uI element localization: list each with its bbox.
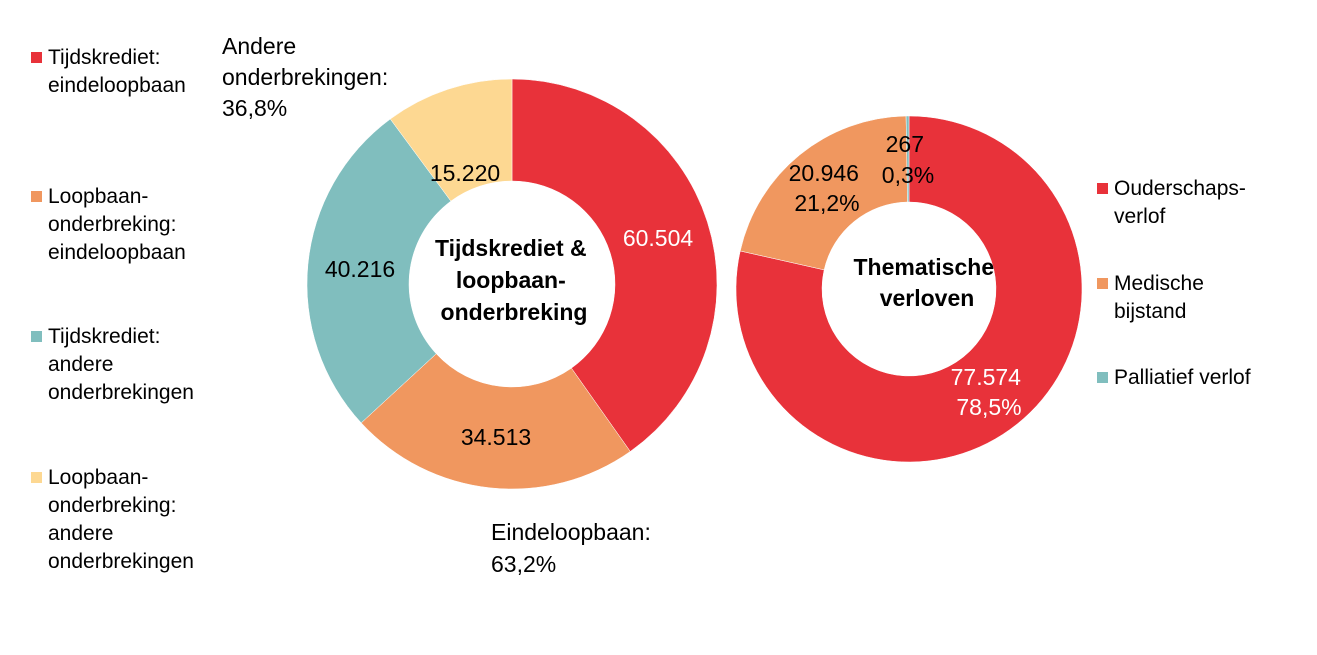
legend-item-loopbaan-andere: Loopbaan-onderbreking: andere onderbreking… xyxy=(31,466,194,573)
legend-swatch xyxy=(1097,183,1108,194)
slice-label-loopbaan-eindeloopbaan: 34.513 xyxy=(461,424,531,450)
legend-swatch xyxy=(31,472,42,483)
slice-label-tijdskrediet-eindeloopbaan: 60.504 xyxy=(623,225,694,251)
donut-2-title: Thematische verloven xyxy=(854,254,1001,311)
annotation-andere-onderbrekingen: Andere onderbrekingen: 36,8% xyxy=(222,33,395,121)
legend-swatch xyxy=(31,52,42,63)
donut-slice-loopbaan-onderbreking-eindeloopbaan xyxy=(360,353,631,490)
legend-right: Ouderschaps-verlof Medische bijstand Pall… xyxy=(1097,177,1251,389)
donut-1-title: Tijdskrediet & loopbaan- onderbreking xyxy=(435,235,593,325)
donut-slice-palliatief-verlof xyxy=(905,115,910,203)
legend-swatch xyxy=(31,191,42,202)
legend-item-medische-bijstand: Medische bijstand xyxy=(1097,272,1204,323)
annotation-eindeloopbaan: Eindeloopbaan: 63,2% xyxy=(491,519,657,577)
legend-item-palliatief-verlof: Palliatief verlof xyxy=(1097,366,1251,389)
svg-text:Loopbaan-onderbreking:eindeloo: Loopbaan-onderbreking: eindeloopbaan xyxy=(48,185,186,264)
donut-chart-1 xyxy=(306,78,718,490)
donut-chart-2 xyxy=(735,115,1083,463)
donut-slice-loopbaan-onderbreking-andere-onderbrekingen xyxy=(389,78,513,202)
legend-item-ouderschapsverlof: Ouderschaps-verlof xyxy=(1097,177,1246,228)
legend-swatch xyxy=(1097,372,1108,383)
slice-label-medische-bijstand: 20.946 21,2% xyxy=(789,160,866,216)
slice-label-loopbaan-andere: 15.220 xyxy=(430,160,500,186)
legend-swatch xyxy=(31,331,42,342)
legend-item-tijdskrediet-andere: Tijdskrediet: andere onderbrekingen xyxy=(31,325,194,404)
legend-item-loopbaan-eindeloopbaan: Loopbaan-onderbreking: eindeloopbaan xyxy=(31,185,186,264)
legend-swatch xyxy=(1097,278,1108,289)
svg-text:Ouderschaps-verlof: Ouderschaps-verlof xyxy=(1114,177,1246,228)
svg-text:Palliatief verlof: Palliatief verlof xyxy=(1114,366,1251,389)
donut-slice-tijdskrediet-andere-onderbrekingen xyxy=(306,118,452,424)
svg-text:Tijdskrediet:eindeloopbaan: Tijdskrediet: eindeloopbaan xyxy=(48,46,186,97)
donut-slice-medische-bijstand xyxy=(739,115,908,271)
donut-slice-ouderschapsverlof xyxy=(735,115,1083,463)
legend-item-tijdskrediet-eindeloopbaan: Tijdskrediet: eindeloopbaan xyxy=(31,46,186,97)
donut-slice-tijdskrediet-eindeloopbaan xyxy=(511,78,718,452)
slice-label-palliatief-verlof: 267 0,3% xyxy=(882,131,934,188)
slice-label-tijdskrediet-andere: 40.216 xyxy=(325,256,395,282)
legend-left: Tijdskrediet: eindeloopbaan Loopbaan-onde… xyxy=(31,46,194,573)
slice-label-ouderschapsverlof: 77.574 78,5% xyxy=(951,364,1028,420)
